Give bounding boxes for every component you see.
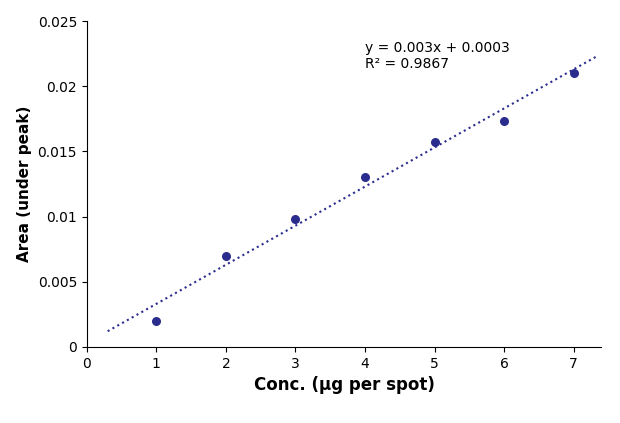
Point <box>430 139 440 146</box>
Point <box>221 252 231 259</box>
Text: y = 0.003x + 0.0003
R² = 0.9867: y = 0.003x + 0.0003 R² = 0.9867 <box>365 41 510 71</box>
Point <box>360 174 370 181</box>
Point <box>151 317 161 324</box>
Point <box>290 216 300 222</box>
Point <box>569 70 578 77</box>
X-axis label: Conc. (µg per spot): Conc. (µg per spot) <box>254 376 435 394</box>
Y-axis label: Area (under peak): Area (under peak) <box>17 106 32 262</box>
Point <box>499 118 509 125</box>
